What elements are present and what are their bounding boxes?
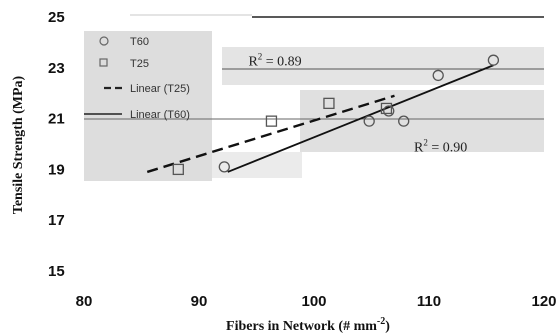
- y-tick-label: 19: [48, 161, 65, 178]
- x-tick-label: 90: [191, 293, 208, 310]
- r2-t25-r: R: [248, 54, 258, 69]
- r2-t25-sup: 2: [258, 51, 263, 61]
- x-axis-title-main: Fibers in Network (# mm: [226, 319, 377, 334]
- legend-marker-t25: [99, 58, 108, 67]
- shade-band-upper-left: [84, 31, 212, 181]
- x-tick-label: 80: [76, 293, 93, 310]
- point-t60: [432, 69, 444, 82]
- r2-label-t60: R2 = 0.90: [414, 138, 467, 156]
- trend-line-t25: [146, 94, 395, 174]
- shade-band-lower: [212, 152, 302, 178]
- x-tick-label: 100: [301, 293, 326, 310]
- point-t25: [323, 97, 335, 110]
- point-t25: [380, 102, 393, 115]
- legend-label-linear-t60: Linear (T60): [130, 109, 190, 121]
- r2-t60-sup: 2: [423, 138, 428, 148]
- point-t25: [172, 163, 184, 176]
- r2-t60-value: = 0.90: [428, 141, 467, 156]
- x-tick-label: 120: [531, 293, 556, 310]
- trend-lines: [146, 64, 494, 174]
- y-tick-labels: 15 17 19 21 23 25: [48, 9, 65, 280]
- data-points: [172, 54, 500, 176]
- r2-t60-r: R: [414, 141, 424, 156]
- legend: T60 T25 Linear (T25) Linear (T60): [84, 36, 190, 121]
- x-tick-label: 110: [417, 293, 441, 310]
- shade-band-middle: [300, 90, 544, 152]
- point-t60: [218, 161, 230, 173]
- x-tick-labels: 80 90 100 110 120: [76, 293, 557, 310]
- trend-line-t60: [227, 64, 494, 173]
- y-tick-label: 15: [48, 263, 65, 280]
- y-tick-label: 17: [48, 212, 65, 229]
- y-tick-label: 23: [48, 60, 65, 77]
- legend-label-t60: T60: [130, 36, 149, 48]
- x-axis-title: Fibers in Network (# mm-2): [226, 316, 390, 334]
- y-tick-label: 21: [48, 111, 65, 128]
- y-tick-label: 25: [48, 9, 65, 26]
- point-t25: [265, 115, 278, 127]
- legend-label-t25: T25: [130, 58, 149, 70]
- r2-t25-value: = 0.89: [262, 54, 301, 69]
- point-t60: [363, 115, 375, 127]
- point-t60: [383, 105, 395, 117]
- y-axis-title: Tensile Strength (MPa): [11, 75, 26, 214]
- x-axis-title-end: ): [385, 319, 390, 334]
- x-axis-title-sup: -2: [377, 316, 385, 327]
- point-t60: [398, 115, 410, 127]
- legend-marker-t60: [99, 36, 109, 46]
- r2-label-t25: R2 = 0.89: [248, 51, 301, 69]
- point-t60: [487, 54, 500, 66]
- legend-label-linear-t25: Linear (T25): [130, 83, 190, 95]
- background-shading: [84, 31, 544, 181]
